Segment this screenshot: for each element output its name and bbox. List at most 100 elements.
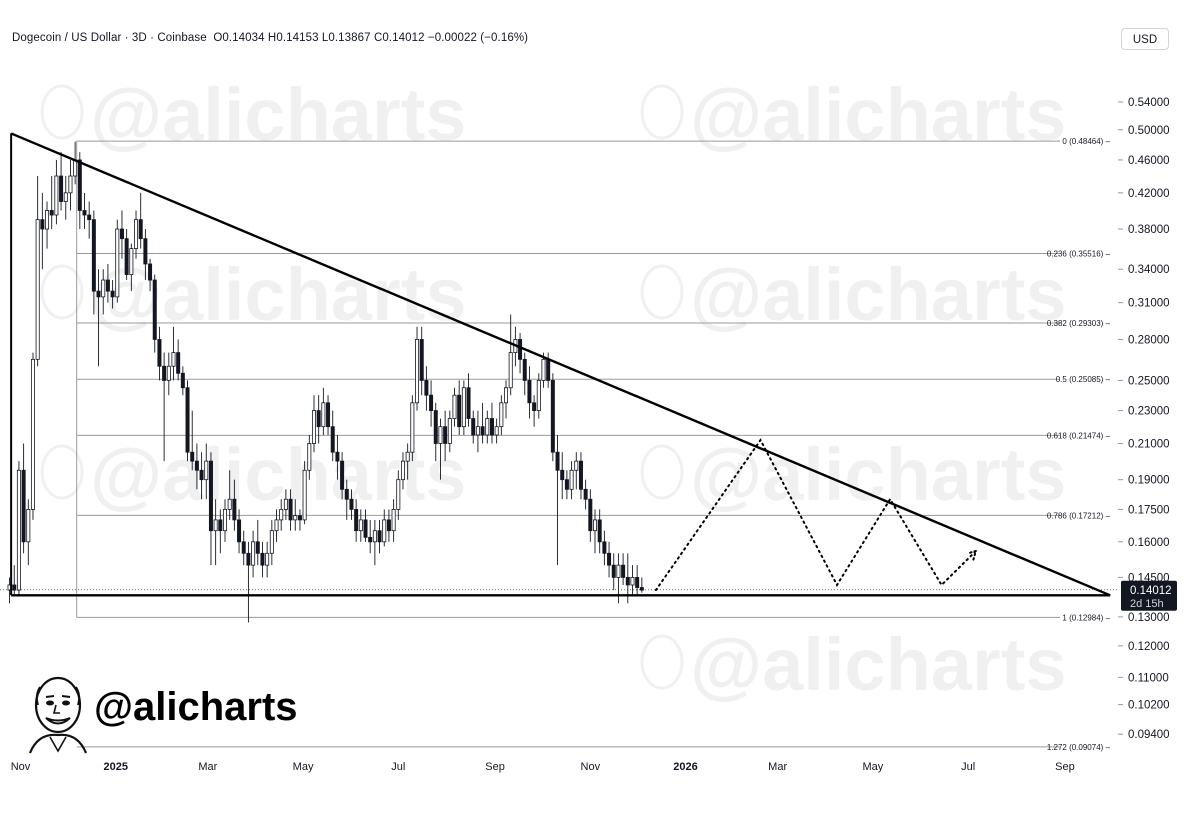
projection-arrowhead-icon	[966, 549, 978, 561]
candle	[21, 443, 26, 554]
time-tick-label: May	[863, 761, 884, 773]
time-tick-label: Mar	[198, 761, 217, 773]
candle	[91, 210, 96, 315]
candle-body	[400, 460, 405, 481]
price-tick-label: 0.11000	[1128, 672, 1169, 684]
candle-body	[522, 358, 527, 381]
candle-body	[157, 339, 162, 367]
candle	[391, 499, 396, 542]
candle-body	[354, 509, 359, 532]
candle	[30, 352, 35, 520]
watermark: @alicharts	[640, 433, 1067, 516]
candle-body	[415, 339, 420, 404]
time-tick-label: Mar	[768, 761, 787, 773]
time-tick-label: Sep	[1055, 761, 1075, 773]
candle	[251, 530, 256, 578]
candle	[129, 243, 134, 292]
candle	[447, 410, 452, 453]
candle-body	[307, 443, 312, 471]
price-axis: 0.54000 0.50000 0.46000 0.42000 0.38000 0.340…	[1118, 97, 1170, 741]
price-tick-label: 0.46000	[1128, 155, 1170, 167]
candle	[321, 387, 326, 435]
candle	[148, 258, 153, 292]
watermark-text: @alicharts	[690, 433, 1067, 516]
candle-body	[424, 380, 429, 396]
candle-body	[532, 402, 537, 411]
candle	[438, 418, 443, 480]
brand-text: @alicharts	[94, 685, 298, 729]
candle-body	[466, 387, 471, 419]
price-tick-label: 0.38000	[1128, 224, 1170, 236]
candle	[54, 159, 59, 225]
candle	[237, 509, 242, 554]
candle-body	[213, 519, 218, 532]
candle	[176, 339, 181, 381]
candle	[255, 519, 260, 566]
candle-body	[176, 352, 181, 374]
candle	[508, 314, 513, 396]
candle	[40, 192, 45, 270]
candle-body	[494, 426, 499, 436]
candle-body	[546, 358, 551, 381]
candle	[218, 509, 223, 554]
candle	[152, 274, 157, 353]
candle	[260, 541, 265, 578]
candle	[489, 402, 494, 444]
candle	[208, 452, 213, 566]
candle-body	[21, 469, 26, 543]
fib-level-label: 0.236 (0.35516) –	[1047, 249, 1111, 258]
watermark-face-icon	[40, 264, 84, 320]
candle-body	[166, 365, 171, 381]
candle-body	[555, 451, 560, 471]
watermark: @alicharts	[640, 253, 1067, 336]
candle	[597, 509, 602, 554]
time-axis: Nov 2025 Mar May Jul Sep Nov 2026 Mar May Jul Sep	[11, 761, 1075, 773]
candle-body	[227, 498, 232, 510]
candle	[227, 470, 232, 520]
watermark-text: @alicharts	[90, 73, 467, 156]
price-tick-label: 0.42000	[1128, 188, 1170, 200]
watermark-text: @alicharts	[690, 253, 1067, 336]
price-tick-label: 0.13000	[1128, 612, 1170, 624]
candle	[461, 380, 466, 435]
candle-body	[218, 519, 223, 532]
candle	[68, 159, 73, 211]
candle	[429, 380, 434, 427]
candle-body	[45, 210, 50, 230]
candle	[77, 152, 82, 230]
candle	[415, 326, 420, 411]
candle	[311, 395, 316, 453]
candle	[138, 192, 143, 249]
candle	[475, 410, 480, 453]
candle-body	[105, 279, 110, 292]
candle	[564, 470, 569, 500]
candle	[223, 499, 228, 542]
resistance-trendline	[10, 132, 1111, 597]
watermark: @alicharts	[640, 623, 1067, 706]
candle-body	[480, 426, 485, 436]
candle-body	[326, 402, 331, 428]
currency-button[interactable]: USD	[1121, 28, 1169, 50]
candle	[293, 499, 298, 531]
candle-body	[541, 358, 546, 381]
candle	[49, 176, 54, 230]
price-tick-label: 0.25000	[1128, 375, 1170, 387]
candle	[283, 489, 288, 520]
candle	[405, 443, 410, 480]
price-tick-label: 0.28000	[1128, 334, 1170, 346]
candle-body	[199, 469, 204, 481]
candle	[274, 509, 279, 542]
fib-level-label: 1 (0.12984) –	[1062, 613, 1110, 622]
candle-body	[274, 519, 279, 532]
candle	[326, 395, 331, 435]
candle-body	[621, 564, 626, 578]
candle-body	[162, 365, 167, 381]
candle-body	[382, 519, 387, 543]
candle-body	[429, 394, 434, 411]
fib-retracement: 0 (0.48464) – 0.236 (0.35516) – 0.382 (0.2…	[76, 137, 1111, 752]
symbol-title: Dogecoin / US Dollar · 3D · Coinbase	[12, 32, 207, 44]
candle-body	[344, 488, 349, 500]
candle-body	[54, 175, 59, 216]
candle-body	[330, 426, 335, 453]
